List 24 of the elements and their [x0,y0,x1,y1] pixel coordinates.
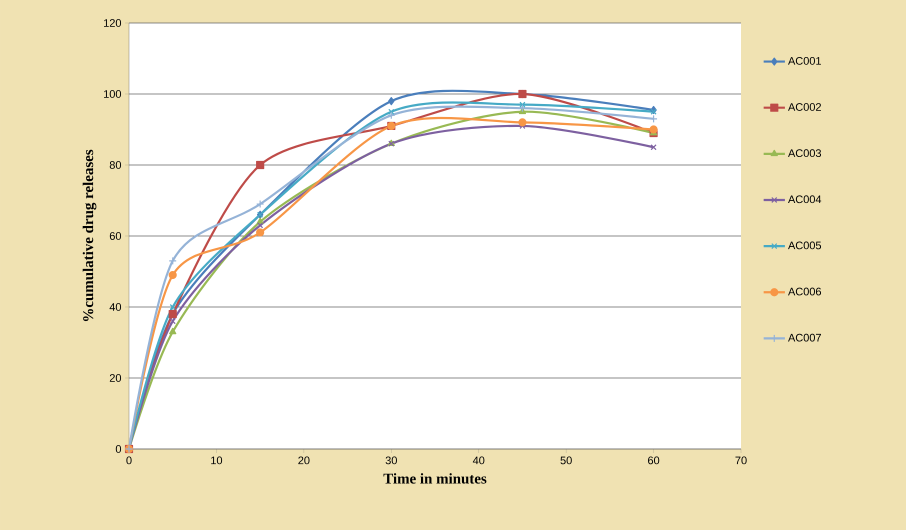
legend-label: AC006 [788,288,822,296]
x-tick-label: 10 [211,456,222,464]
x-axis-title: Time in minutes [383,473,486,484]
legend-label: AC001 [788,57,821,65]
y-tick-label: 80 [110,161,122,169]
y-tick-label: 60 [110,232,122,240]
x-tick-label: 40 [472,456,484,464]
x-tick-label: 60 [648,456,660,464]
legend-label: AC007 [788,334,821,342]
x-tick-label: 0 [126,456,132,464]
x-tick-label: 30 [386,456,397,464]
legend-label: AC002 [788,103,821,111]
x-tick-label: 50 [560,456,572,464]
legend-label: AC003 [788,149,822,158]
y-tick-label: 120 [104,19,122,27]
legend-label: AC004 [788,195,822,204]
x-tick-label: 20 [298,456,310,464]
x-tick-label: 70 [735,456,747,464]
y-tick-label: 100 [104,90,122,98]
y-tick-label: 40 [110,303,122,311]
y-axis-title: %cumulative drug releases [82,150,96,322]
legend-label: AC005 [788,242,822,250]
y-tick-label: 0 [116,445,122,453]
y-tick-label: 20 [110,374,122,382]
